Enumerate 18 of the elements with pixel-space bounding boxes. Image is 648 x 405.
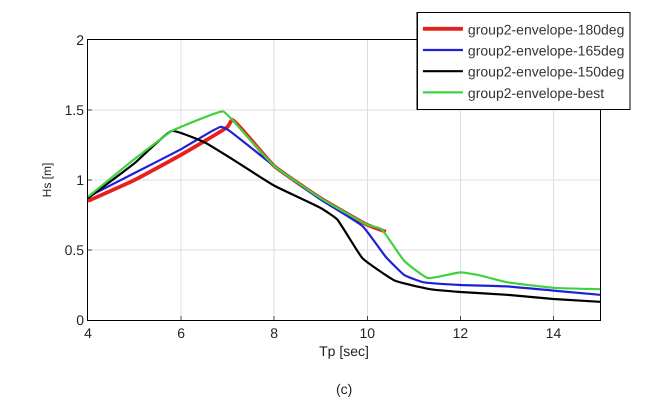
legend-label: group2-envelope-180deg: [468, 21, 624, 38]
y-tick-label: 2: [76, 32, 84, 48]
x-tick-label: 4: [84, 324, 92, 341]
y-tick-label: 0.5: [64, 242, 84, 258]
x-tick-label: 8: [270, 324, 278, 341]
y-tick-label: 1: [76, 172, 84, 188]
x-tick-label: 14: [546, 324, 562, 341]
text: (c): [336, 381, 352, 397]
y-axis-title: Hs [m]: [40, 162, 54, 198]
x-tick-label: 10: [359, 324, 376, 341]
x-tick-label: 6: [177, 324, 186, 341]
legend-label: group2-envelope-165deg: [468, 42, 624, 58]
legend-label: group2-envelope-150deg: [468, 64, 624, 80]
y-tick-label: 0: [76, 312, 84, 328]
x-axis-title: Tp [sec]: [319, 343, 369, 360]
legend-label: group2-envelope-best: [468, 84, 604, 101]
y-tick-label: 1.5: [64, 102, 84, 118]
x-tick-label: 12: [452, 324, 468, 341]
